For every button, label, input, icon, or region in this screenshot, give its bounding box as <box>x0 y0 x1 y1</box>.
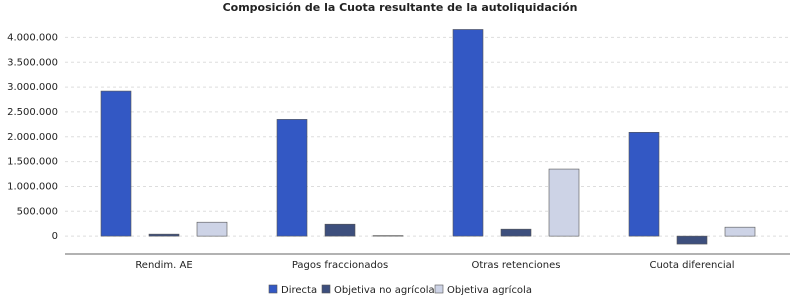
bar <box>628 131 660 237</box>
x-tick-label: Pagos fraccionados <box>292 260 388 271</box>
bar <box>148 233 180 237</box>
bar <box>724 226 756 237</box>
bar <box>100 90 132 237</box>
y-tick-label: 3.000.000 <box>7 82 58 93</box>
y-tick-label: 0 <box>52 231 58 242</box>
y-tick-label: 500.000 <box>17 206 58 217</box>
y-tick-label: 4.000.000 <box>7 32 58 43</box>
bar <box>548 168 580 237</box>
legend-swatch <box>321 284 331 294</box>
legend-label: Directa <box>281 285 317 296</box>
legend-swatch <box>268 284 278 294</box>
x-tick-label: Rendim. AE <box>135 260 192 271</box>
y-tick-label: 2.000.000 <box>7 132 58 143</box>
y-tick-label: 2.500.000 <box>7 107 58 118</box>
bar <box>372 235 404 237</box>
bar <box>276 119 308 237</box>
x-tick-label: Cuota diferencial <box>649 260 734 271</box>
y-tick-label: 3.500.000 <box>7 57 58 68</box>
bar <box>500 228 532 237</box>
legend-label: Objetiva no agrícola <box>334 284 435 296</box>
y-tick-label: 1.500.000 <box>7 157 58 168</box>
bar <box>324 223 356 237</box>
legend-swatch <box>434 284 444 294</box>
bar <box>452 29 484 237</box>
bar <box>196 221 228 237</box>
bar <box>676 235 708 245</box>
x-tick-label: Otras retenciones <box>472 260 561 271</box>
y-tick-label: 1.000.000 <box>7 181 58 192</box>
legend-label: Objetiva agrícola <box>447 284 532 296</box>
chart-title: Composición de la Cuota resultante de la… <box>223 1 578 14</box>
